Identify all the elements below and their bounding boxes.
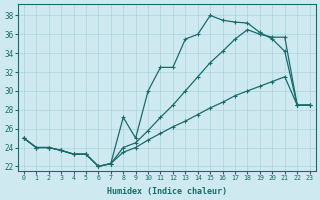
X-axis label: Humidex (Indice chaleur): Humidex (Indice chaleur) xyxy=(107,187,227,196)
